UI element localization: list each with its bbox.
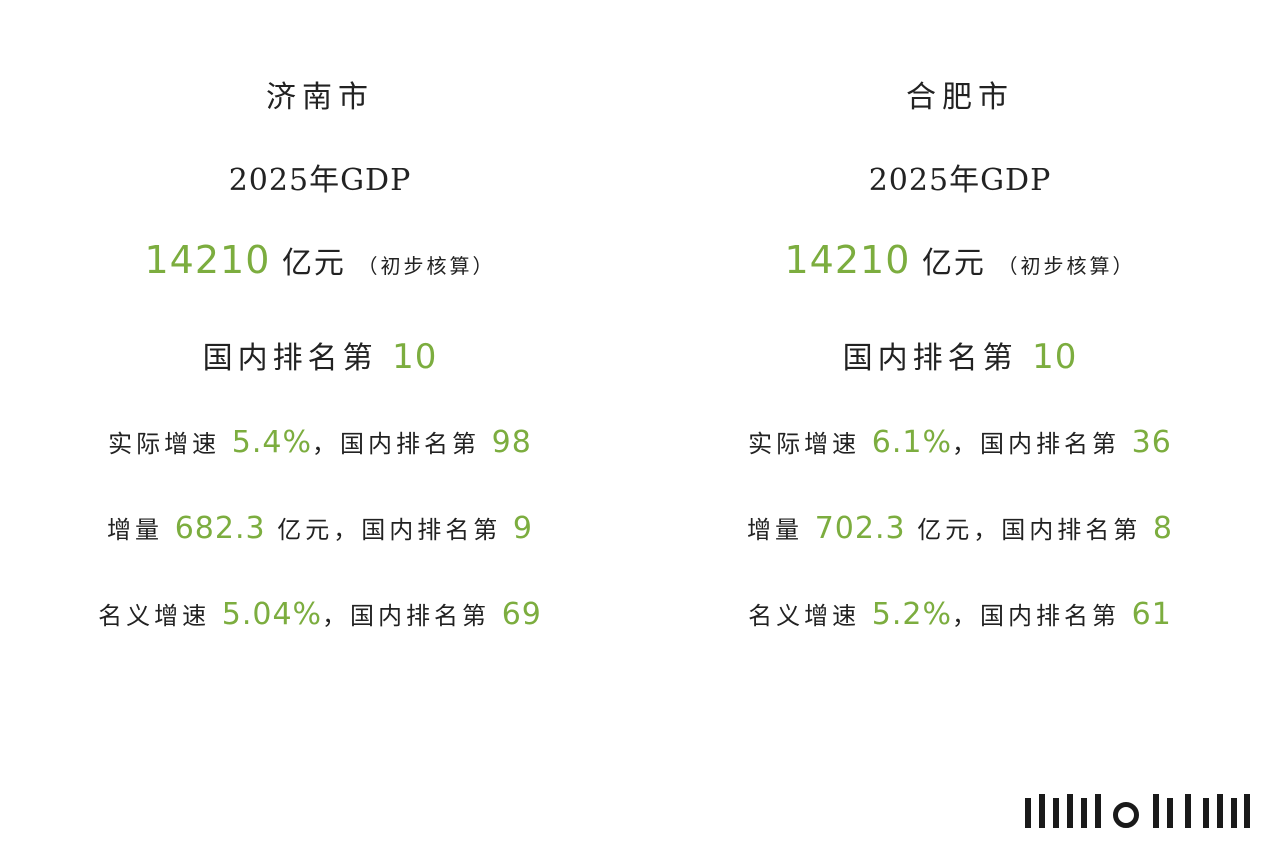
gdp-note: （初步核算） (997, 254, 1136, 278)
real-growth-value: 6.1% (871, 425, 953, 460)
increment-value: 702.3 (814, 511, 906, 546)
nominal-growth-value: 5.2% (871, 597, 953, 632)
nominal-growth-value: 5.04% (221, 597, 323, 632)
nominal-growth-rank: 69 (501, 597, 542, 632)
real-growth-line: 实际增速 5.4%，国内排名第 98 (0, 424, 640, 460)
city-panel-hefei: 合肥市 2025年GDP 14210 亿元 （初步核算） 国内排名第 10 实际… (640, 0, 1280, 850)
city-panel-jinan: 济南市 2025年GDP 14210 亿元 （初步核算） 国内排名第 10 实际… (0, 80, 640, 632)
nominal-growth-line: 名义增速 5.04%，国内排名第 69 (0, 596, 640, 632)
gdp-unit: 亿元 (921, 246, 986, 281)
gdp-unit: 亿元 (281, 246, 346, 281)
gdp-value: 14210 (784, 238, 911, 282)
increment-unit: 亿元，国内排名第 (277, 516, 502, 544)
rank-value: 10 (1032, 337, 1078, 377)
increment-label: 增量 (747, 516, 804, 544)
increment-line: 增量 682.3 亿元，国内排名第 9 (0, 510, 640, 546)
increment-value: 682.3 (174, 511, 266, 546)
nominal-growth-sep: ，国内排名第 (322, 602, 491, 630)
rank-prefix: 国内排名第 (842, 341, 1018, 376)
gdp-rank-line: 国内排名第 10 (0, 333, 640, 377)
increment-label: 增量 (107, 516, 164, 544)
real-growth-label: 实际增速 (108, 430, 221, 458)
gdp-value: 14210 (144, 238, 271, 282)
real-growth-sep: ，国内排名第 (952, 430, 1121, 458)
increment-rank: 8 (1152, 511, 1173, 546)
rank-value: 10 (392, 337, 438, 377)
real-growth-label: 实际增速 (748, 430, 861, 458)
real-growth-line: 实际增速 6.1%，国内排名第 36 (640, 424, 1280, 460)
increment-unit: 亿元，国内排名第 (917, 516, 1142, 544)
gdp-value-line: 14210 亿元 （初步核算） (0, 238, 640, 282)
real-growth-rank: 36 (1131, 425, 1172, 460)
real-growth-sep: ，国内排名第 (312, 430, 481, 458)
barcode-logo-icon (1025, 792, 1250, 828)
increment-line: 增量 702.3 亿元，国内排名第 8 (640, 510, 1280, 546)
nominal-growth-rank: 61 (1131, 597, 1172, 632)
nominal-growth-label: 名义增速 (748, 602, 861, 630)
rank-prefix: 国内排名第 (202, 341, 378, 376)
real-growth-rank: 98 (491, 425, 532, 460)
nominal-growth-line: 名义增速 5.2%，国内排名第 61 (640, 596, 1280, 632)
nominal-growth-sep: ，国内排名第 (952, 602, 1121, 630)
city-name: 合肥市 (906, 80, 1014, 115)
gdp-title: 2025年GDP (868, 163, 1052, 198)
nominal-growth-label: 名义增速 (98, 602, 211, 630)
increment-rank: 9 (512, 511, 533, 546)
city-name: 济南市 (266, 80, 374, 115)
gdp-rank-line: 国内排名第 10 (640, 333, 1280, 377)
gdp-note: （初步核算） (357, 254, 496, 278)
real-growth-value: 5.4% (231, 425, 313, 460)
gdp-value-line: 14210 亿元 （初步核算） (640, 238, 1280, 282)
gdp-title: 2025年GDP (228, 163, 412, 198)
